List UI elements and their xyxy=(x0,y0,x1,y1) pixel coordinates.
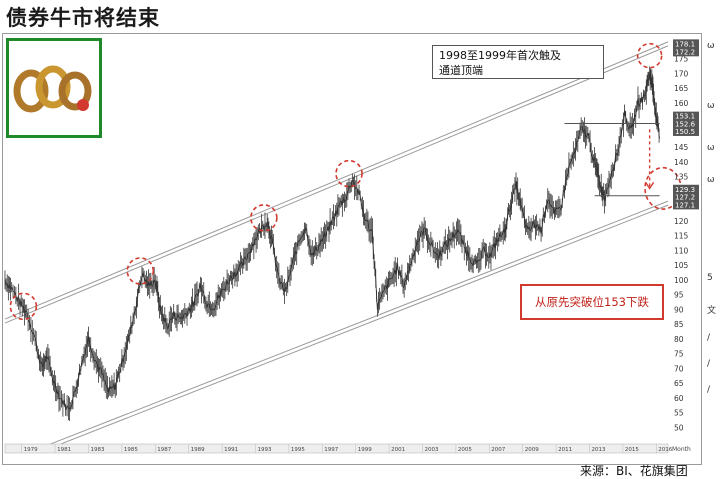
y-tick-label: 80 xyxy=(674,335,684,344)
y-tick-label: 145 xyxy=(674,143,689,152)
chart-frame: 5055606570758085909510010511011512012513… xyxy=(2,33,702,465)
channel-upper-line-1 xyxy=(4,41,669,320)
page-title: 债券牛市将结束 xyxy=(6,6,160,30)
annotation-breakdown: 从原先突破位153下跌 xyxy=(520,284,664,320)
x-tick-label: 2013 xyxy=(592,447,606,453)
annotation-line-1: 1998至1999年首次触及 xyxy=(439,49,561,62)
x-axis-band xyxy=(4,443,669,454)
right-strip-glyph: ω xyxy=(707,101,715,111)
right-strip-glyph: ω xyxy=(707,175,715,185)
y-tick-label: 140 xyxy=(674,158,689,167)
x-tick-label: 2011 xyxy=(558,447,572,453)
x-tick-label: 1989 xyxy=(191,447,205,453)
y-tick-label: 135 xyxy=(674,173,689,182)
x-tick-label: 1993 xyxy=(258,447,272,453)
x-tick-label: 2005 xyxy=(458,447,472,453)
right-strip-glyph: ω xyxy=(707,143,715,153)
price-label: 172.2 xyxy=(675,48,695,56)
annotation-channel-top: 1998至1999年首次触及 通道顶端 xyxy=(432,45,604,79)
price-label-box xyxy=(673,126,699,136)
price-label-box xyxy=(673,200,699,210)
y-tick-label: 60 xyxy=(674,394,684,403)
right-strip-glyph: / xyxy=(707,359,711,369)
x-tick-label: 1991 xyxy=(224,447,238,453)
x-tick-label: 1995 xyxy=(291,447,305,453)
y-tick-label: 120 xyxy=(674,217,689,226)
x-axis-label: Month xyxy=(672,446,691,453)
x-tick-label: 2003 xyxy=(425,447,439,453)
source-note: 来源：BI、花旗集团 xyxy=(580,464,688,478)
annotation-line-2: 通道顶端 xyxy=(439,64,483,77)
y-tick-label: 70 xyxy=(674,364,684,373)
price-label-box xyxy=(673,47,699,57)
price-label-box xyxy=(673,39,699,49)
price-label: 178.1 xyxy=(675,40,695,48)
right-strip-glyph: ω xyxy=(707,41,715,51)
touch-circle-5 xyxy=(636,42,663,69)
y-tick-label: 75 xyxy=(674,350,684,359)
y-tick-label: 170 xyxy=(674,69,689,78)
y-tick-label: 85 xyxy=(674,320,684,329)
y-tick-label: 160 xyxy=(674,99,689,108)
y-tick-label: 165 xyxy=(674,84,689,93)
decline-arrow-head xyxy=(645,182,655,190)
y-tick-label: 175 xyxy=(674,55,689,64)
right-edge-strip: ω ω ω ω 5 文 / / / xyxy=(705,33,720,463)
price-label: 150.5 xyxy=(675,128,695,136)
touch-circle-3 xyxy=(250,204,278,232)
x-tick-label: 1997 xyxy=(324,447,338,453)
y-tick-label: 55 xyxy=(674,409,684,418)
touch-circle-1 xyxy=(9,292,38,321)
y-tick-label: 105 xyxy=(674,261,689,270)
x-tick-label: 2007 xyxy=(491,447,505,453)
channel-upper-line-2 xyxy=(4,45,669,324)
right-strip-glyph: / xyxy=(707,333,711,343)
x-tick-label: 2015 xyxy=(625,447,639,453)
touch-circle-4 xyxy=(335,159,363,188)
price-label-box xyxy=(673,184,699,194)
price-label: 127.1 xyxy=(675,201,695,209)
price-label-box xyxy=(673,119,699,129)
x-tick-label: 1987 xyxy=(157,447,171,453)
price-label: 152.6 xyxy=(675,121,696,129)
logo xyxy=(6,38,102,138)
x-tick-label: 1985 xyxy=(124,447,138,453)
x-tick-label: 1999 xyxy=(358,447,372,453)
bond-price-chart: 5055606570758085909510010511011512012513… xyxy=(4,39,699,454)
y-tick-label: 100 xyxy=(674,276,689,285)
price-label-box xyxy=(673,192,699,202)
right-strip-glyph: 文 xyxy=(707,306,717,316)
right-strip-glyph: 5 xyxy=(707,273,713,283)
channel-lower-line-1 xyxy=(38,200,669,450)
channel-lower-line-2 xyxy=(38,204,669,454)
price-label-box xyxy=(673,111,699,121)
x-tick-label: 1983 xyxy=(91,447,105,453)
price-label: 129.3 xyxy=(675,186,695,194)
x-tick-label: 2009 xyxy=(525,447,539,453)
price-series-line xyxy=(4,73,661,411)
x-tick-label: 1979 xyxy=(24,447,38,453)
logo-icon xyxy=(13,65,92,113)
y-tick-label: 110 xyxy=(674,246,689,255)
y-tick-label: 65 xyxy=(674,379,684,388)
y-tick-label: 50 xyxy=(674,423,684,432)
touch-circle-2 xyxy=(126,257,155,285)
x-tick-label: 2016 xyxy=(658,447,672,453)
x-tick-label: 1981 xyxy=(57,447,71,453)
price-label: 127.2 xyxy=(675,194,695,202)
price-label: 153.1 xyxy=(675,113,695,121)
right-strip-glyph: / xyxy=(707,385,711,395)
x-tick-label: 2001 xyxy=(391,447,405,453)
y-tick-label: 115 xyxy=(674,232,689,241)
y-tick-label: 95 xyxy=(674,291,684,300)
y-tick-label: 90 xyxy=(674,305,684,314)
